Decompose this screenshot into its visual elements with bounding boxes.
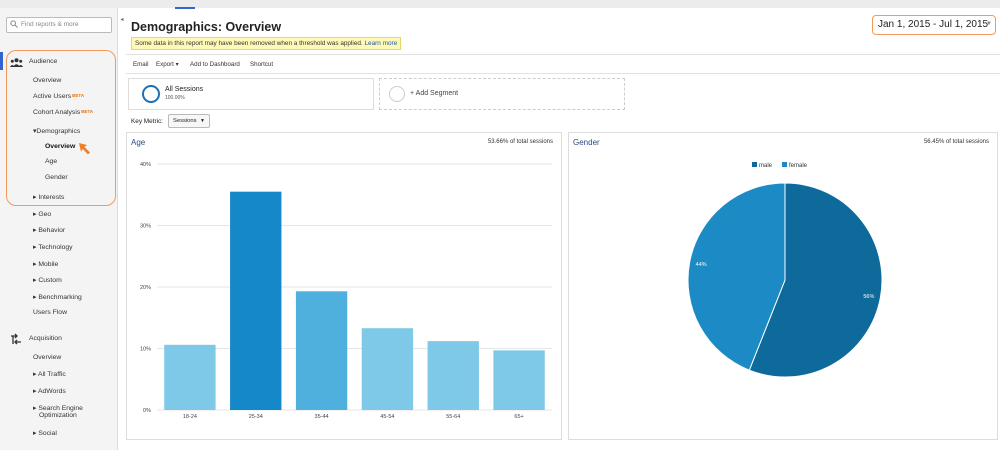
x-tick-label: 18-24 xyxy=(183,414,197,420)
sidebar-item-demographics-overview[interactable]: Overview xyxy=(45,143,76,150)
sidebar-item-gender[interactable]: Gender xyxy=(45,174,68,181)
key-metric-select[interactable]: Sessions ▼ xyxy=(168,114,210,128)
search-placeholder: Find reports & more xyxy=(21,21,79,28)
x-tick-label: 55-64 xyxy=(446,414,460,420)
audience-icon xyxy=(10,58,23,67)
top-nav-bar xyxy=(0,0,1000,9)
bar-45-54[interactable] xyxy=(361,328,414,410)
x-tick-label: 45-54 xyxy=(380,414,394,420)
sidebar-item-demographics[interactable]: ▾Demographics xyxy=(33,128,81,135)
sidebar-item-audience[interactable]: Audience xyxy=(29,58,58,65)
chevron-down-icon: ▼ xyxy=(200,118,205,124)
y-tick-label: 20% xyxy=(140,285,151,291)
search-input[interactable]: Find reports & more xyxy=(6,17,112,33)
sidebar-item-interests[interactable]: ▸ Interests xyxy=(33,194,65,201)
y-tick-label: 30% xyxy=(140,224,151,230)
active-section-indicator xyxy=(0,52,3,70)
segment-percent: 100.00% xyxy=(165,95,185,101)
sidebar-item-adwords[interactable]: ▸ AdWords xyxy=(33,388,66,395)
sidebar-item-benchmarking[interactable]: ▸ Benchmarking xyxy=(33,294,82,301)
sidebar-item-social[interactable]: ▸ Social xyxy=(33,430,57,437)
email-button[interactable]: Email xyxy=(133,61,149,68)
acquisition-icon xyxy=(11,333,21,345)
collapse-icon[interactable]: ◂ xyxy=(120,17,124,23)
gender-panel-title: Gender xyxy=(573,138,600,147)
sidebar-item-acquisition[interactable]: Acquisition xyxy=(29,335,62,342)
shortcut-button[interactable]: Shortcut xyxy=(250,61,274,68)
learn-more-link[interactable]: Learn more xyxy=(364,40,398,47)
bar-25-34[interactable] xyxy=(230,191,282,410)
gender-panel: Gender 56.45% of total sessions 56% 44% ma… xyxy=(568,132,998,440)
date-range-picker[interactable]: Jan 1, 2015 - Jul 1, 2015 ▼ xyxy=(872,15,996,35)
sidebar-item-mobile[interactable]: ▸ Mobile xyxy=(33,261,59,268)
sidebar xyxy=(0,8,118,450)
add-to-dashboard-button[interactable]: Add to Dashboard xyxy=(190,61,240,68)
sidebar-item-acquisition-overview[interactable]: Overview xyxy=(33,354,62,361)
sidebar-item-all-traffic[interactable]: ▸ All Traffic xyxy=(33,371,66,378)
bar-65+[interactable] xyxy=(493,350,545,410)
sidebar-item-seo[interactable]: ▸ Search Engine xyxy=(33,405,83,412)
gender-panel-share: 56.45% of total sessions xyxy=(923,139,989,145)
sidebar-item-age[interactable]: Age xyxy=(45,158,58,165)
export-button[interactable]: Export ▾ xyxy=(156,61,179,68)
segment-ring-icon xyxy=(142,85,160,103)
age-panel: Age 53.66% of total sessions 0% 10% 20% 30%… xyxy=(126,132,562,440)
y-tick-label: 0% xyxy=(143,408,151,414)
segment-name: All Sessions xyxy=(165,86,204,93)
bar-18-24[interactable] xyxy=(164,344,216,410)
slice-label: 44% xyxy=(696,262,707,268)
slice-label: 56% xyxy=(863,294,874,300)
sidebar-item-custom[interactable]: ▸ Custom xyxy=(33,277,62,284)
segment-all-sessions[interactable]: All Sessions 100.00% xyxy=(128,78,374,110)
legend-label-female: female xyxy=(789,163,808,169)
pie-slice-male[interactable] xyxy=(748,182,883,378)
threshold-notice: Some data in this report may have been r… xyxy=(131,37,402,50)
gender-pie-chart: 56% 44% male female xyxy=(687,162,883,378)
beta-badge: BETA xyxy=(81,109,94,114)
x-tick-label: 25-34 xyxy=(249,414,263,420)
y-tick-label: 10% xyxy=(140,347,151,353)
legend-swatch-male xyxy=(752,162,757,167)
bar-55-64[interactable] xyxy=(427,341,479,410)
sidebar-item-technology[interactable]: ▸ Technology xyxy=(33,244,73,251)
page-title: Demographics: Overview xyxy=(131,20,282,34)
sidebar-item-active-users[interactable]: Active UsersBETA xyxy=(33,93,85,100)
age-panel-share: 53.66% of total sessions xyxy=(487,139,553,145)
legend-swatch-female xyxy=(782,162,787,167)
sidebar-item-cohort-analysis[interactable]: Cohort AnalysisBETA xyxy=(33,109,94,116)
add-segment-button[interactable]: + Add Segment xyxy=(379,78,625,110)
chevron-down-icon: ▼ xyxy=(986,21,992,27)
pie-slice-female[interactable] xyxy=(687,182,786,371)
search-icon xyxy=(10,20,18,28)
pointer-icon xyxy=(79,143,90,155)
active-tab-indicator xyxy=(175,7,195,9)
sidebar-item-behavior[interactable]: ▸ Behavior xyxy=(33,227,66,234)
bar-35-44[interactable] xyxy=(295,291,348,410)
age-bar-chart: 0% 10% 20% 30% 40% 18-24 25-34 35-44 45-54 55-64 6… xyxy=(140,162,552,420)
sidebar-item-seo-line2: Optimization xyxy=(39,412,77,419)
x-tick-label: 35-44 xyxy=(315,414,329,420)
beta-badge: BETA xyxy=(72,93,85,98)
y-tick-label: 40% xyxy=(140,162,151,168)
key-metric-label: Key Metric: xyxy=(131,118,163,125)
x-tick-label: 65+ xyxy=(514,414,523,420)
report-toolbar: Email Export ▾ Add to Dashboard Shortcut xyxy=(126,54,1000,74)
legend-label-male: male xyxy=(759,163,773,169)
sidebar-item-geo[interactable]: ▸ Geo xyxy=(33,211,52,218)
add-segment-label: + Add Segment xyxy=(410,90,459,97)
highlight-annotation xyxy=(6,50,116,206)
age-panel-title: Age xyxy=(131,138,146,147)
sidebar-item-users-flow[interactable]: Users Flow xyxy=(33,309,67,316)
segment-placeholder-icon xyxy=(389,86,405,102)
sidebar-item-audience-overview[interactable]: Overview xyxy=(33,77,62,84)
